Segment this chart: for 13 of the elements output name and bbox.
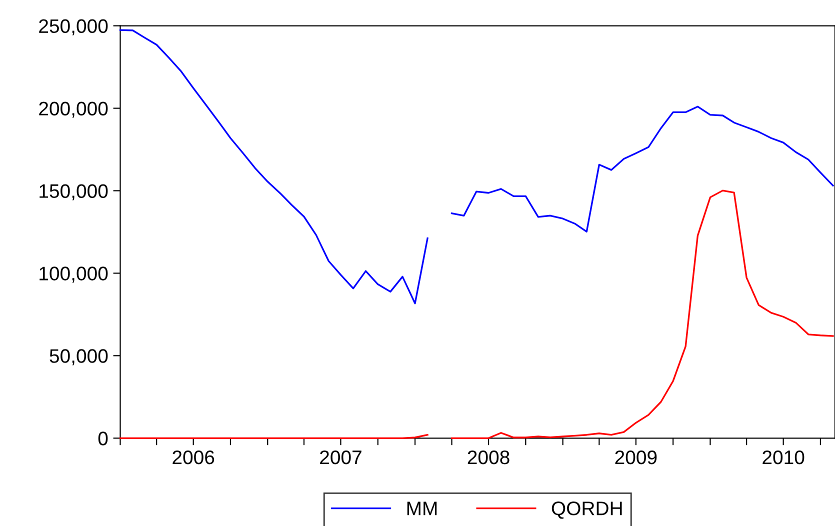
- y-tick-label: 50,000: [50, 349, 108, 366]
- legend-label: MM: [407, 502, 437, 516]
- legend-label: QORDH: [552, 502, 622, 519]
- y-tick-label: 200,000: [39, 102, 108, 118]
- x-tick-label: 2009: [615, 450, 657, 464]
- y-tick-label: 0: [98, 432, 108, 446]
- x-tick-label: 2010: [762, 450, 804, 464]
- x-tick-label: 2008: [468, 450, 510, 464]
- x-tick-label: 2006: [172, 450, 214, 464]
- y-tick-label: 100,000: [40, 266, 108, 283]
- x-tick-label: 2007: [320, 450, 362, 464]
- y-tick-label: 250,000: [39, 19, 108, 36]
- y-tick-label: 150,000: [40, 184, 108, 200]
